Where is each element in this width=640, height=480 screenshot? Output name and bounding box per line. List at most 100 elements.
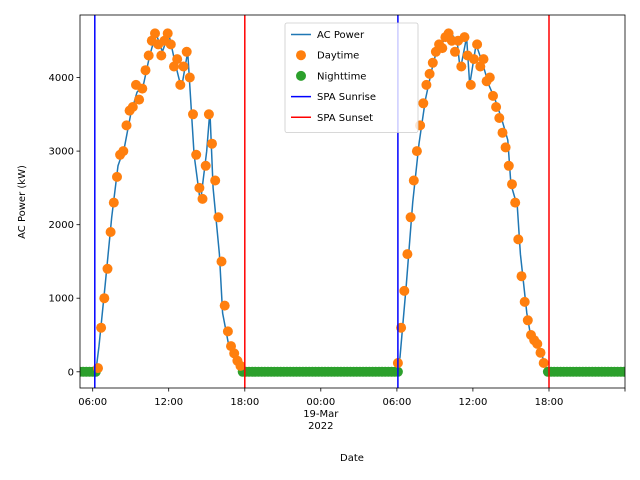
daytime-point — [188, 109, 198, 120]
y-tick-label: 0 — [68, 367, 74, 378]
daytime-point — [99, 293, 110, 304]
daytime-point — [178, 61, 189, 72]
daytime-point — [424, 68, 435, 79]
daytime-point — [399, 285, 410, 296]
legend-label: SPA Sunrise — [317, 92, 376, 103]
daytime-point — [402, 249, 413, 260]
daytime-point — [121, 120, 132, 131]
x-tick-label: 12:00 — [458, 397, 487, 408]
daytime-point — [235, 360, 246, 371]
daytime-point — [219, 300, 230, 311]
y-tick-label: 4000 — [49, 73, 74, 84]
x-tick-label: 06:00 — [382, 397, 411, 408]
daytime-point — [162, 28, 173, 39]
daytime-point — [207, 138, 217, 149]
daytime-point — [427, 57, 438, 68]
y-tick-label: 1000 — [49, 294, 74, 305]
daytime-point — [478, 54, 489, 65]
daytime-point — [203, 109, 214, 120]
daytime-point — [538, 358, 549, 368]
x-tick-label: 00:00 — [306, 397, 335, 408]
x-tick-sublabel: 19-Mar — [303, 409, 339, 420]
daytime-point — [456, 61, 467, 72]
daytime-point — [172, 54, 183, 65]
x-axis-title: Date — [340, 453, 364, 464]
y-tick-label: 2000 — [49, 220, 74, 231]
legend-label: Nighttime — [317, 71, 366, 82]
x-tick-label: 06:00 — [78, 397, 107, 408]
legend-dot-marker — [296, 70, 306, 81]
daytime-point — [156, 50, 167, 61]
daytime-point — [532, 338, 543, 349]
daytime-point — [450, 46, 460, 57]
legend: AC Power Daytime Nighttime SPA Sunrise SPA S… — [284, 22, 419, 133]
daytime-point — [500, 142, 511, 153]
daytime-point — [194, 182, 205, 193]
daytime-point — [175, 79, 186, 90]
axis-ticks: 0 1000 2000 3000 4000 06:00 12:00 18:00 00:0019-… — [49, 73, 626, 432]
daytime-point — [213, 212, 224, 223]
axes-frame — [79, 14, 626, 389]
daytime-point — [200, 160, 211, 171]
y-tick-label: 3000 — [49, 147, 74, 158]
daytime-point — [96, 322, 107, 333]
daytime-point — [535, 347, 546, 358]
plot-content — [80, 15, 625, 388]
daytime-point — [522, 315, 533, 326]
y-axis-title: AC Power (kW) — [17, 165, 28, 239]
daytime-point — [127, 102, 138, 112]
daytime-point — [484, 72, 495, 83]
daytime-point — [472, 39, 483, 50]
legend-label: AC Power — [317, 30, 365, 41]
x-tick-sublabel: 2022 — [308, 421, 333, 432]
x-tick-label: 12:00 — [154, 397, 183, 408]
daytime-point — [181, 46, 192, 57]
daytime-point — [497, 127, 508, 138]
daytime-point — [437, 43, 448, 54]
axes-border — [79, 14, 626, 389]
daytime-point — [503, 160, 514, 171]
daytime-point — [507, 179, 517, 190]
daytime-point — [140, 65, 151, 76]
daytime-point — [165, 39, 176, 50]
legend-dot-marker — [296, 50, 306, 61]
daytime-point — [222, 326, 233, 337]
daytime-point — [216, 256, 227, 267]
legend-label: SPA Sunset — [317, 113, 373, 124]
daytime-point — [421, 79, 432, 90]
daytime-point — [405, 212, 416, 223]
daytime-point — [418, 98, 429, 109]
daytime-point — [150, 28, 160, 39]
daytime-point — [143, 50, 154, 61]
x-tick-label: 18:00 — [535, 397, 564, 408]
daytime-point — [491, 102, 502, 112]
daytime-point — [408, 175, 419, 186]
daytime-point — [105, 227, 116, 237]
daytime-point — [488, 90, 498, 101]
daytime-point — [118, 146, 129, 157]
daytime-point — [465, 79, 476, 90]
nighttime-point — [618, 366, 625, 377]
daytime-point — [513, 234, 524, 245]
daytime-point — [469, 54, 479, 65]
plot-area — [80, 15, 625, 388]
daytime-point — [108, 197, 119, 208]
legend-label: Daytime — [317, 51, 359, 62]
daytime-point — [191, 149, 202, 160]
daytime-point — [519, 296, 530, 307]
daytime-point — [516, 271, 527, 282]
daytime-point — [210, 175, 221, 186]
daytime-point — [184, 72, 195, 83]
daytime-point — [459, 32, 470, 43]
daytime-point — [510, 197, 521, 208]
daytime-point — [494, 113, 505, 123]
daytime-point — [137, 83, 148, 94]
legend-box — [284, 22, 419, 133]
daytime-point — [197, 193, 208, 204]
daytime-point — [102, 263, 113, 274]
daytime-point — [411, 146, 422, 157]
daytime-point — [112, 171, 122, 182]
daytime-point — [134, 94, 145, 105]
x-tick-label: 18:00 — [230, 397, 259, 408]
